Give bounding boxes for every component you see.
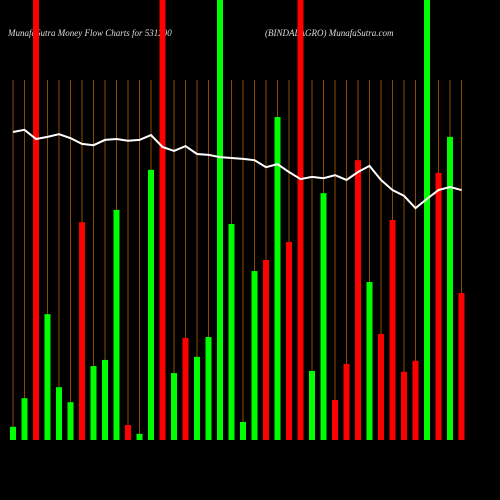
bar [21, 398, 28, 440]
bar [378, 333, 384, 440]
bar [205, 337, 212, 440]
bar [10, 426, 16, 440]
bar [343, 363, 350, 440]
bar [182, 337, 189, 440]
bar [320, 193, 327, 440]
bar [125, 425, 131, 440]
bar [366, 282, 373, 440]
bar [274, 117, 281, 440]
bar [90, 366, 97, 440]
bar [217, 0, 223, 440]
bar [263, 260, 269, 440]
bar [389, 220, 396, 440]
bar [251, 271, 258, 440]
bar [401, 371, 407, 440]
bar [79, 222, 85, 440]
bar [171, 373, 177, 440]
bar [56, 387, 62, 440]
bar [102, 359, 108, 440]
bar [136, 433, 143, 440]
bar [309, 370, 315, 440]
bar [228, 223, 235, 440]
bar [447, 136, 453, 440]
bar [148, 169, 154, 440]
chart-subtitle: (BINDALAGRO) MunafaSutra.com [265, 28, 394, 38]
bar [240, 421, 246, 440]
money-flow-line [12, 128, 462, 210]
bar [297, 0, 304, 440]
bar [332, 399, 338, 440]
bar [194, 356, 200, 440]
bar [286, 242, 292, 440]
bar [33, 0, 39, 440]
bar [435, 172, 442, 441]
bar [412, 360, 419, 440]
bar [159, 0, 166, 440]
chart-title: MunafaSutra Money Flow Charts for 531290 [7, 28, 172, 38]
bar [355, 160, 361, 440]
bar [424, 0, 430, 440]
bar [67, 402, 74, 440]
bar [113, 209, 120, 440]
bar [458, 293, 465, 440]
bar [44, 314, 51, 440]
